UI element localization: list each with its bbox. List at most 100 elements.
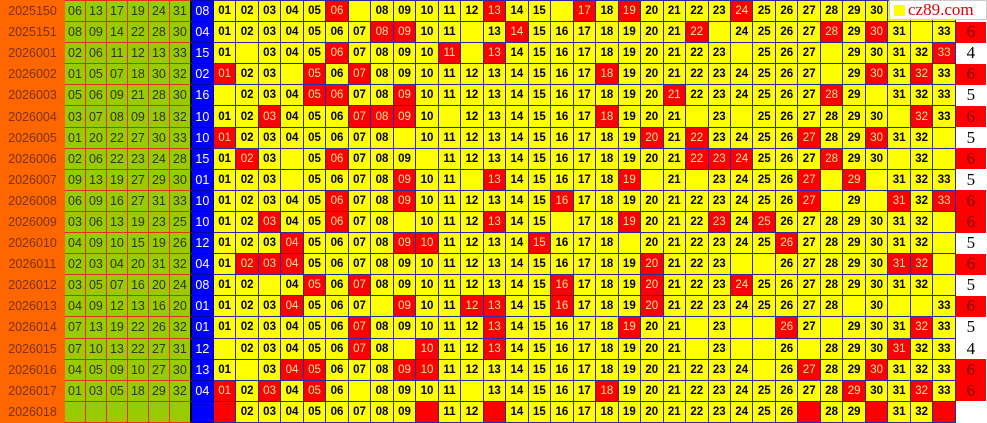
hit-number-cell: 03 — [257, 253, 282, 276]
number-cell: 22 — [685, 295, 709, 318]
number-cell: 15 — [527, 63, 552, 86]
number-cell: 03 — [257, 42, 282, 65]
number-cell: 04 — [280, 379, 304, 402]
hit-count-cell: 4 — [955, 338, 987, 360]
number-cell: 17 — [572, 358, 597, 381]
hit-number-cell: 07 — [347, 274, 372, 297]
number-cell: 16 — [550, 379, 574, 402]
site-logo[interactable]: cz89.com — [889, 0, 987, 20]
number-cell — [729, 337, 754, 360]
number-cell: 12 — [460, 84, 484, 107]
red-ball-cell — [84, 400, 107, 423]
number-cell: 14 — [505, 379, 529, 402]
hit-number-cell: 09 — [392, 84, 417, 107]
number-cell: 27 — [797, 42, 821, 65]
number-cell — [752, 253, 776, 276]
number-cell: 28 — [819, 358, 844, 381]
number-cell: 29 — [842, 253, 866, 276]
number-cell — [729, 105, 754, 128]
number-cell: 27 — [797, 232, 821, 255]
red-ball-cell: 03 — [63, 274, 86, 297]
red-ball-cell: 17 — [105, 0, 128, 23]
number-cell: 02 — [235, 316, 259, 339]
red-ball-cell: 03 — [84, 253, 107, 276]
number-cell: 01 — [212, 210, 237, 234]
number-cell: 07 — [347, 189, 372, 212]
red-ball-cell: 10 — [105, 232, 128, 255]
red-ball-cell: 31 — [147, 253, 170, 276]
number-cell: 26 — [774, 358, 799, 381]
red-ball-cell: 04 — [63, 358, 86, 381]
number-cell: 01 — [212, 189, 237, 212]
hit-number-cell: 22 — [685, 147, 709, 170]
table-row: 2026010 04 09 10 15 19 26 12 01 02 03 04 05 06 07 08 09 1… — [0, 232, 987, 255]
hit-number-cell: 28 — [819, 21, 844, 44]
number-cell: 14 — [505, 316, 529, 339]
hit-number-cell: 14 — [505, 21, 529, 44]
number-cell: 26 — [774, 295, 799, 318]
logo-text: cz89.com — [908, 0, 974, 19]
number-cell: 17 — [572, 316, 597, 339]
period-cell: 2026014 — [0, 316, 65, 339]
number-cell: 23 — [707, 232, 732, 255]
number-cell: 32 — [909, 400, 934, 423]
red-ball-cell — [147, 400, 170, 423]
number-cell: 26 — [774, 0, 799, 23]
number-cell: 23 — [707, 316, 732, 339]
number-cell — [212, 400, 237, 423]
number-cell: 20 — [640, 379, 664, 402]
table-row: 2026001 02 06 11 12 13 33 15 01 03 04 05 06 07 08 09 10 1… — [0, 42, 987, 65]
number-cell: 17 — [572, 232, 597, 255]
number-cell: 17 — [572, 253, 597, 276]
hit-number-cell: 28 — [819, 84, 844, 107]
number-cell: 25 — [752, 105, 776, 128]
number-cell: 23 — [707, 337, 732, 360]
hit-number-cell: 03 — [257, 105, 282, 128]
number-cell: 29 — [842, 400, 866, 423]
hit-number-cell: 17 — [572, 0, 597, 23]
hit-number-cell: 23 — [707, 210, 732, 234]
red-ball-cell: 27 — [126, 126, 149, 149]
number-cell: 24 — [729, 232, 754, 255]
table-row: 2026008 06 09 16 27 31 33 10 01 02 03 04 05 06 07 08 09 1… — [0, 189, 987, 212]
blue-ball-cell: 10 — [189, 189, 214, 212]
number-cell: 25 — [752, 147, 776, 170]
number-cell: 18 — [595, 337, 619, 360]
number-cell: 05 — [302, 400, 327, 423]
number-cell: 15 — [527, 379, 552, 402]
blue-ball-cell: 02 — [189, 63, 214, 86]
number-cell: 21 — [662, 105, 687, 128]
number-cell: 25 — [752, 274, 776, 297]
hit-number-cell: 31 — [887, 189, 911, 212]
number-cell: 25 — [752, 168, 776, 191]
period-cell: 2025150 — [0, 0, 65, 23]
number-cell: 02 — [235, 189, 259, 212]
red-ball-cell: 19 — [147, 232, 170, 255]
hit-number-cell: 06 — [325, 42, 349, 65]
red-ball-cell: 06 — [84, 147, 107, 170]
number-cell — [460, 42, 484, 65]
number-cell — [819, 189, 844, 212]
red-ball-cell: 22 — [126, 21, 149, 44]
red-ball-cell: 33 — [168, 189, 192, 212]
red-ball-cell: 20 — [84, 126, 107, 149]
number-cell: 15 — [527, 21, 552, 44]
hit-number-cell: 13 — [482, 42, 507, 65]
number-cell: 21 — [662, 168, 687, 191]
hit-count-cell: 5 — [955, 274, 987, 296]
number-cell: 12 — [460, 400, 484, 423]
red-ball-cell: 25 — [168, 210, 192, 234]
number-cell: 15 — [527, 274, 552, 297]
number-cell — [819, 168, 844, 191]
hit-number-cell: 01 — [212, 379, 237, 402]
red-ball-cell: 04 — [63, 232, 86, 255]
number-cell: 10 — [415, 295, 439, 318]
number-cell: 16 — [550, 400, 574, 423]
number-cell: 21 — [662, 274, 687, 297]
number-cell — [887, 147, 911, 170]
red-ball-cell: 02 — [63, 42, 86, 65]
number-cell: 10 — [415, 105, 439, 128]
number-cell: 01 — [212, 253, 237, 276]
number-cell: 14 — [505, 84, 529, 107]
number-cell — [392, 337, 417, 360]
